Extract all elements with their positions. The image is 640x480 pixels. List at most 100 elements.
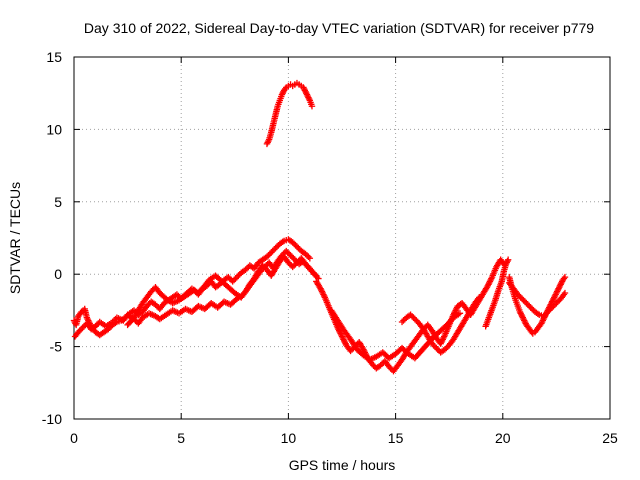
data-point <box>553 289 560 297</box>
data-point <box>504 256 512 263</box>
data-point-fill <box>320 291 327 298</box>
data-point-fill <box>340 337 348 345</box>
data-point-fill <box>550 302 557 310</box>
data-point-fill <box>303 262 311 269</box>
data-point <box>548 298 556 305</box>
y-tick-label: 5 <box>54 194 62 210</box>
data-point-fill <box>270 246 278 253</box>
x-tick-label: 0 <box>70 430 78 446</box>
data-point-fill <box>541 311 549 318</box>
data-point-fill <box>337 330 344 337</box>
axis-ticks <box>73 56 611 420</box>
data-point-fill <box>93 321 101 329</box>
data-point-fill <box>547 305 554 313</box>
data-point-fill <box>76 327 83 334</box>
data-point-fill <box>273 243 281 250</box>
data-point-fill <box>438 339 445 346</box>
data-point-fill <box>232 275 239 282</box>
data-point <box>377 362 384 369</box>
data-point <box>360 346 367 353</box>
data-point-fill <box>319 289 326 297</box>
data-point-fill <box>558 279 565 287</box>
data-point-fill <box>265 137 272 145</box>
data-point-fill <box>521 298 529 305</box>
data-point-fill <box>313 273 321 281</box>
data-point <box>283 247 290 255</box>
x-axis-label: GPS time / hours <box>289 457 396 473</box>
data-point <box>398 318 406 326</box>
data-point <box>300 84 307 91</box>
data-point-fill <box>84 315 91 323</box>
data-point-fill <box>554 286 562 294</box>
data-point <box>263 140 271 148</box>
data-point-fill <box>526 302 533 310</box>
data-point <box>143 302 151 310</box>
x-tick-label: 25 <box>602 430 618 446</box>
data-point <box>109 318 116 326</box>
data-point-fill <box>554 298 562 305</box>
y-tick-label: -10 <box>42 411 62 427</box>
data-point <box>302 250 309 258</box>
data-point <box>523 299 530 307</box>
data-point-fill <box>341 339 349 346</box>
data-point-fill <box>486 279 493 287</box>
x-tick-label: 10 <box>281 430 297 446</box>
data-point-fill <box>370 362 377 369</box>
data-point <box>317 285 324 292</box>
data-point-fill <box>295 244 302 252</box>
data-point <box>310 271 318 278</box>
data-point-fill <box>318 286 325 294</box>
chart-title: Day 310 of 2022, Sidereal Day-to-day VTE… <box>84 20 594 36</box>
data-point <box>278 91 286 98</box>
data-point <box>527 304 534 311</box>
data-point-fill <box>318 288 326 295</box>
data-point-fill <box>553 288 561 295</box>
data-point-fill <box>266 250 274 258</box>
x-tick-label: 5 <box>177 430 185 446</box>
data-point-fill <box>305 94 312 101</box>
data-point <box>287 252 294 259</box>
data-point-fill <box>279 90 286 97</box>
data-point <box>302 260 309 268</box>
y-axis-label: SDTVAR / TECUs <box>7 182 23 294</box>
data-point-fill <box>551 292 559 300</box>
data-point <box>441 346 449 353</box>
data-point-fill <box>474 295 482 303</box>
data-point-fill <box>265 252 272 259</box>
data-point <box>285 259 292 266</box>
data-point <box>553 299 560 307</box>
data-point-fill <box>305 253 312 261</box>
data-point-fill <box>413 317 420 324</box>
data-point-fill <box>443 344 450 352</box>
data-point-fill <box>269 247 276 255</box>
data-point-fill <box>320 292 328 300</box>
data-point-fill <box>487 276 494 284</box>
data-point <box>385 363 393 371</box>
data-point-fill <box>439 336 446 343</box>
data-point-fill <box>519 314 527 321</box>
data-point <box>561 273 569 281</box>
y-tick-label: 15 <box>46 49 62 65</box>
data-point <box>338 333 346 340</box>
data-point <box>561 289 569 297</box>
data-point <box>308 103 316 110</box>
data-point <box>540 312 547 320</box>
data-point-fill <box>303 90 310 97</box>
data-points <box>70 79 569 375</box>
data-point-fill <box>528 305 536 313</box>
data-point-fill <box>260 263 268 271</box>
data-point-fill <box>520 315 527 323</box>
data-point <box>407 311 414 318</box>
data-point <box>347 347 354 355</box>
data-point-fill <box>339 334 346 342</box>
data-point <box>521 317 528 324</box>
data-point-fill <box>226 275 233 282</box>
data-point-fill <box>560 275 568 282</box>
data-point-fill <box>546 307 553 314</box>
data-point-fill <box>303 252 311 259</box>
data-point <box>259 262 266 269</box>
data-point-fill <box>517 310 524 317</box>
data-point <box>242 266 249 274</box>
data-point <box>544 308 552 316</box>
